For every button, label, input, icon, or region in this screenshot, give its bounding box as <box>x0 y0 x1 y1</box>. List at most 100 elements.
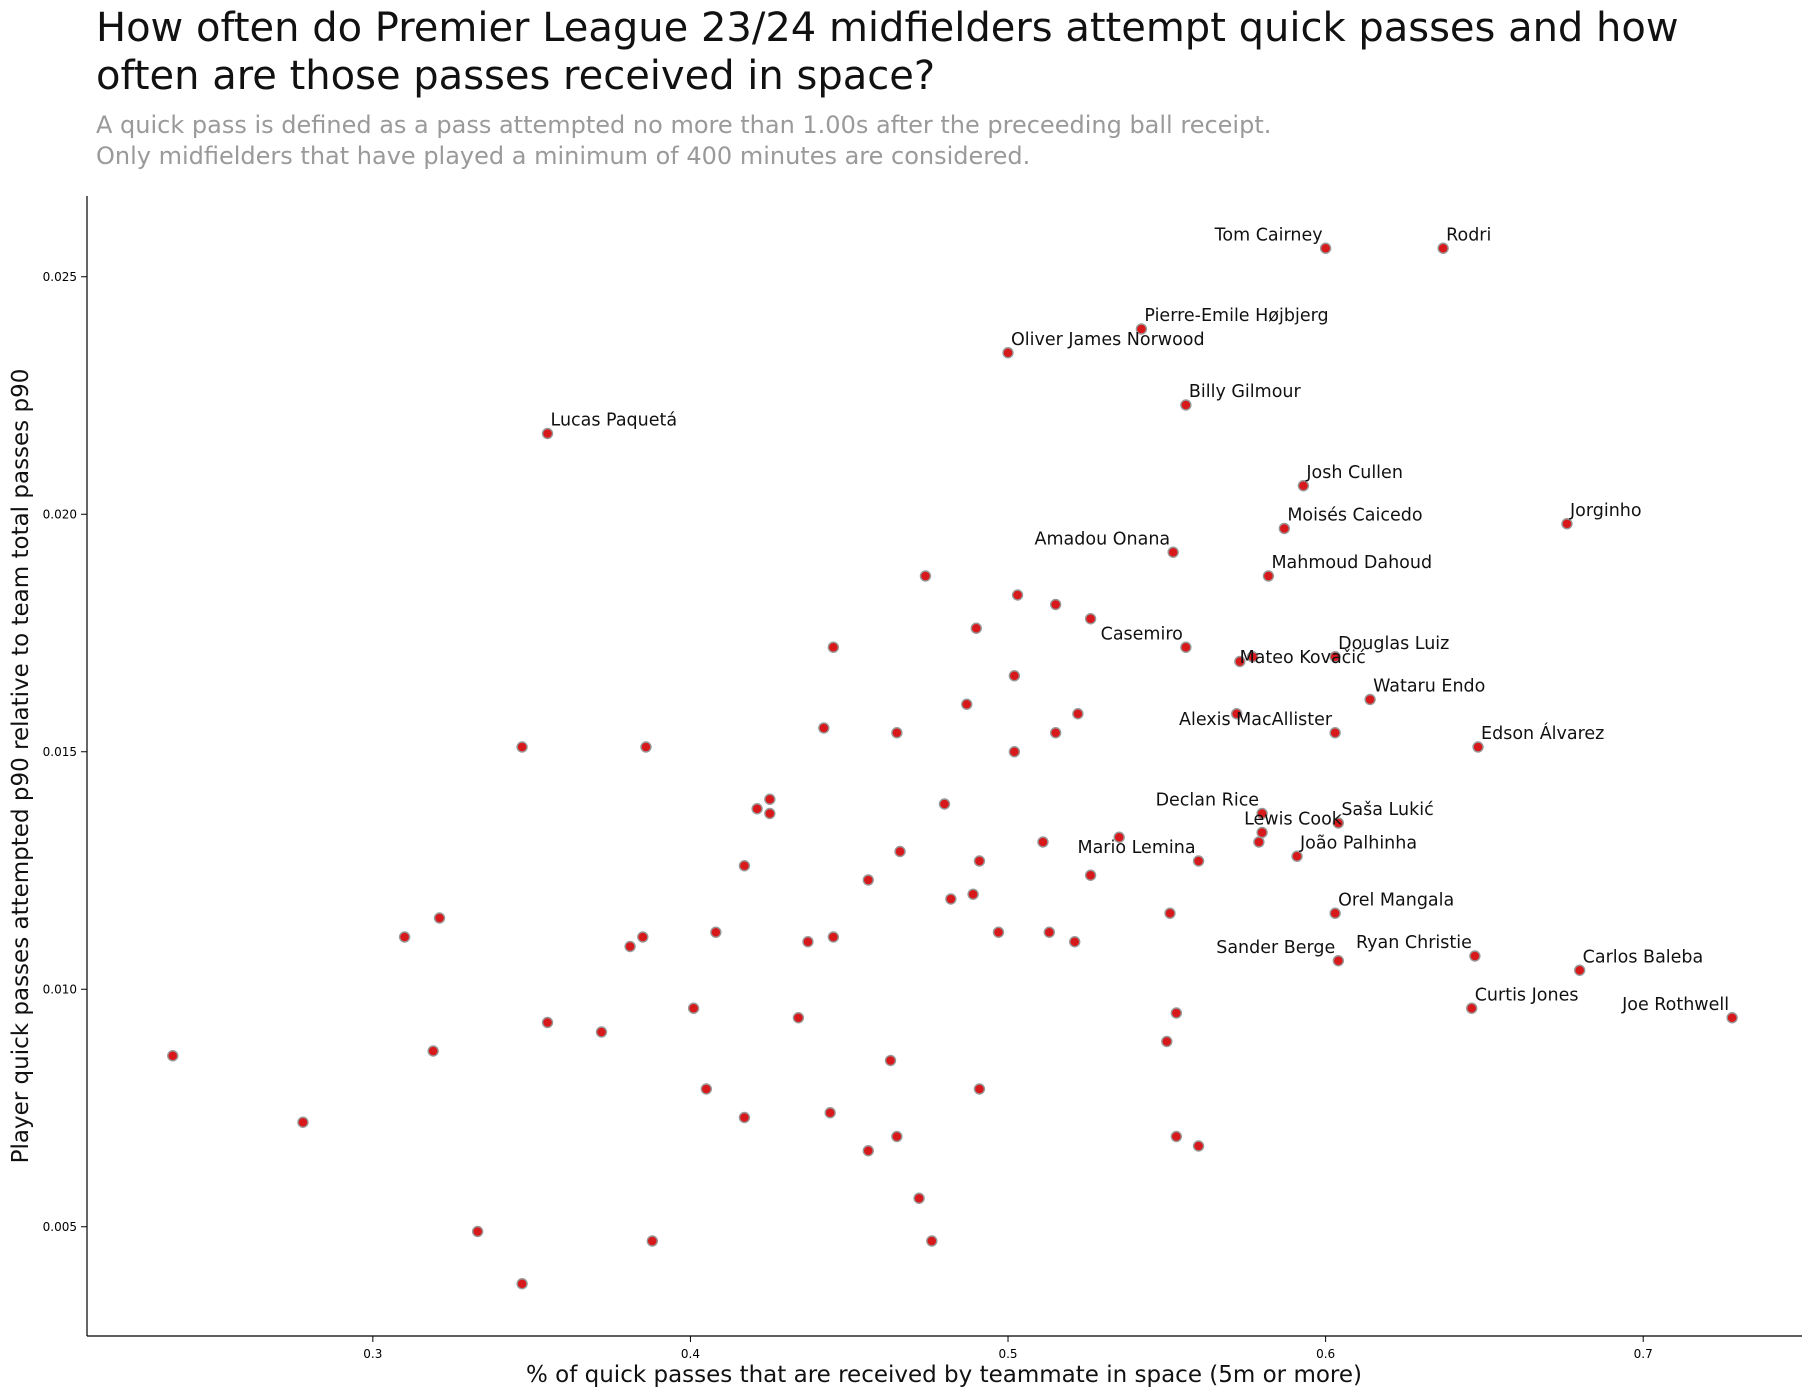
point-label: Joe Rothwell <box>1621 995 1729 1015</box>
scatter-point <box>700 1083 713 1095</box>
chart-subtitle-line: Only midfielders that have played a mini… <box>96 142 1031 170</box>
point-label: Tom Cairney <box>1214 225 1323 245</box>
scatter-point <box>764 793 776 805</box>
scatter-point-labeled <box>1472 741 1484 753</box>
x-tick-label: 0.6 <box>1316 1347 1335 1361</box>
scatter-point <box>938 798 951 810</box>
points <box>167 242 1738 1290</box>
scatter-point-labeled <box>1726 1012 1738 1024</box>
axes <box>86 196 1802 1337</box>
chart-title-line: often are those passes received in space… <box>96 53 936 99</box>
scatter-point-labeled <box>1167 546 1179 558</box>
scatter-point-labeled <box>1262 570 1275 582</box>
scatter-point <box>640 741 652 753</box>
point-label: Lucas Paquetá <box>551 411 678 431</box>
scatter-point <box>433 912 446 924</box>
y-axis-title: Player quick passes attempted p90 relati… <box>8 369 34 1164</box>
scatter-point <box>637 931 649 943</box>
point-label: Saša Lukić <box>1341 800 1433 820</box>
point-label: Alexis MacAllister <box>1179 710 1333 730</box>
scatter-point <box>1072 708 1084 720</box>
scatter-point-labeled <box>1329 907 1341 919</box>
scatter-point-labeled <box>1180 399 1192 411</box>
scatter-point <box>1084 613 1097 625</box>
scatter-point-labeled <box>1291 850 1303 862</box>
scatter-point <box>687 1002 700 1014</box>
scatter-point <box>1253 836 1265 848</box>
scatter-point <box>970 622 982 634</box>
point-label: Curtis Jones <box>1475 985 1579 1005</box>
point-label: Amadou Onana <box>1035 529 1171 549</box>
scatter-point <box>926 1235 938 1247</box>
scatter-point <box>1170 1007 1183 1019</box>
scatter-point <box>1011 589 1024 601</box>
scatter-point-labeled <box>541 427 554 440</box>
scatter-point <box>297 1116 309 1128</box>
point-label: Orel Mangala <box>1338 890 1454 910</box>
point-label: Casemiro <box>1101 624 1183 644</box>
x-tick-label: 0.4 <box>681 1347 700 1361</box>
scatter-point <box>710 926 722 938</box>
scatter-point <box>427 1045 439 1057</box>
chart-subtitle-line: A quick pass is defined as a pass attemp… <box>96 111 1272 139</box>
scatter-point <box>516 741 528 753</box>
scatter-point-labeled <box>1437 242 1449 254</box>
scatter-point <box>891 727 903 739</box>
scatter-point <box>595 1026 608 1038</box>
scatter-point-labeled <box>1332 955 1345 967</box>
scatter-point <box>1084 869 1097 881</box>
scatter-point <box>894 845 906 858</box>
scatter-point-labeled <box>1469 950 1481 962</box>
scatter-point <box>827 931 840 943</box>
y-tick-label: 0.020 <box>43 507 77 521</box>
point-label: Carlos Baleba <box>1583 947 1704 967</box>
scatter-point <box>1037 836 1049 848</box>
y-tick-label: 0.005 <box>43 1220 77 1234</box>
scatter-point <box>646 1235 659 1247</box>
scatter-point <box>824 1107 836 1119</box>
point-label: Wataru Endo <box>1373 677 1485 697</box>
point-label: Declan Rice <box>1156 791 1260 811</box>
scatter-point <box>945 893 957 905</box>
point-label: Oliver James Norwood <box>1011 330 1205 350</box>
scatter-point <box>738 860 751 872</box>
scatter-point <box>1230 708 1243 720</box>
scatter-point <box>1069 936 1081 948</box>
point-label: Josh Cullen <box>1305 463 1403 483</box>
scatter-point <box>862 1145 874 1157</box>
scatter-point <box>624 940 636 953</box>
scatter-point <box>1008 746 1021 758</box>
scatter-point-labeled <box>1256 826 1268 839</box>
scatter-point-labeled <box>1319 242 1332 254</box>
scatter-point <box>862 874 874 886</box>
scatter-point <box>1049 727 1062 739</box>
scatter-point <box>1192 1140 1205 1152</box>
scatter-point <box>827 641 840 653</box>
scatter-point-labeled <box>1135 323 1148 335</box>
chart-subtitle: A quick pass is defined as a pass attemp… <box>96 110 1696 172</box>
scatter-point-labeled <box>1192 855 1205 867</box>
scatter-point <box>1043 926 1056 938</box>
chart-title: How often do Premier League 23/24 midfie… <box>96 4 1696 100</box>
scatter-point <box>1161 1035 1173 1048</box>
scatter-point <box>471 1225 484 1238</box>
x-tick-label: 0.7 <box>1634 1347 1653 1361</box>
scatter-point-labeled <box>1466 1002 1478 1014</box>
scatter-point-labeled <box>1246 651 1259 663</box>
scatter-point-labeled <box>1297 480 1310 492</box>
scatter-point <box>967 888 979 900</box>
point-label: Pierre-Emile Højbjerg <box>1144 306 1328 326</box>
point-label: Mario Lemina <box>1077 838 1195 858</box>
point-label: João Palhinha <box>1299 833 1417 853</box>
scatter-point <box>764 807 776 820</box>
scatter-point-labeled <box>1329 727 1341 739</box>
point-labels: Tom Cairney Rodri Pierre-Emile Højbjerg Oli… <box>551 225 1730 1015</box>
scatter-point-labeled <box>1002 347 1014 359</box>
scatter-point-labeled <box>1332 817 1345 829</box>
scatter-point-labeled <box>1573 964 1586 976</box>
point-label: Moisés Caicedo <box>1287 506 1422 526</box>
point-label: Douglas Luiz <box>1338 634 1449 654</box>
scatter-point <box>167 1050 179 1062</box>
point-label: Edson Álvarez <box>1481 722 1604 744</box>
point-label: Mateo Kovačić <box>1240 648 1366 668</box>
